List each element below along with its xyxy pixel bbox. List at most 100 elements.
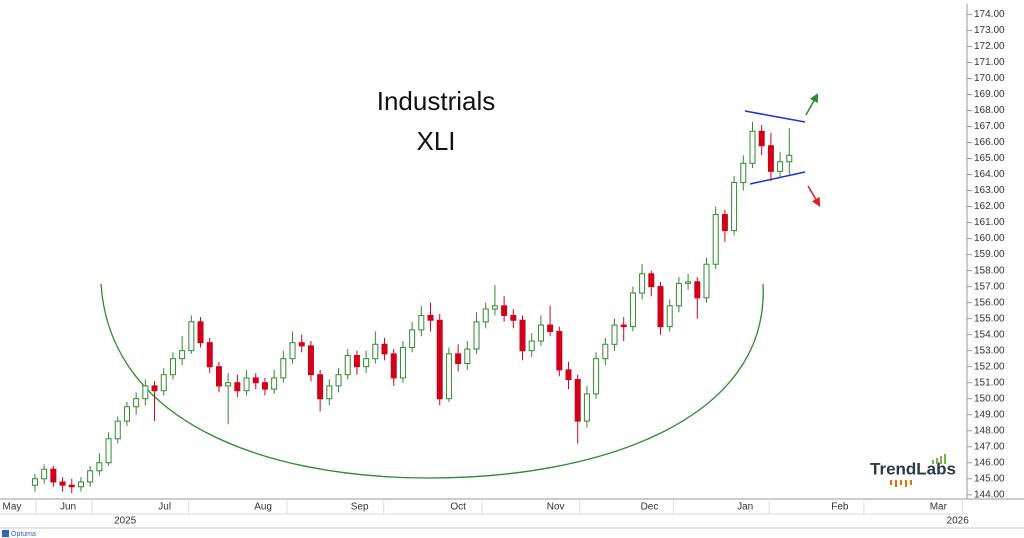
candle-body (758, 130, 765, 147)
year-label: 2026 (947, 516, 970, 527)
x-tick-label: Jun (60, 502, 76, 513)
candle-body (160, 374, 167, 392)
y-tick-label: 145.00 (974, 473, 1005, 484)
x-tick-label: May (3, 502, 22, 513)
candle-body (50, 468, 57, 483)
candle-body (372, 343, 379, 360)
candle-body (694, 281, 701, 299)
candle-body (151, 385, 158, 392)
candle-body (537, 324, 544, 342)
candle-body (666, 305, 673, 328)
candle-body (786, 154, 793, 163)
candle-body (675, 282, 682, 307)
x-tick-label: Oct (450, 502, 466, 513)
y-tick-label: 167.00 (974, 121, 1005, 132)
candle-body (289, 342, 296, 360)
watermark: TrendLabs (870, 459, 956, 478)
y-tick-label: 156.00 (974, 297, 1005, 308)
upper-trendline (744, 110, 806, 123)
candle-body (105, 438, 112, 464)
candle-body (528, 340, 535, 352)
candle-body (335, 374, 342, 387)
chart-title: Industrials (377, 86, 496, 116)
candle-body (280, 358, 287, 379)
y-tick-label: 163.00 (974, 185, 1005, 196)
breakout-arrow (805, 93, 819, 116)
candle-body (648, 273, 655, 288)
candle-body (427, 314, 434, 321)
candle-body (399, 346, 406, 379)
candle-body (68, 484, 75, 488)
candle-body (620, 324, 627, 328)
candle-body (390, 353, 397, 379)
y-tick-label: 144.00 (974, 489, 1005, 500)
y-tick-label: 154.00 (974, 329, 1005, 340)
candle-body (142, 385, 149, 400)
candle-body (629, 292, 636, 328)
candle-body (749, 130, 756, 164)
candle-body (96, 462, 103, 472)
chart-subtitle: XLI (416, 126, 455, 156)
x-tick-label: Mar (930, 502, 948, 513)
y-tick-label: 166.00 (974, 137, 1005, 148)
y-tick-label: 162.00 (974, 201, 1005, 212)
candle-body (455, 353, 462, 364)
candle-body (77, 481, 84, 488)
candle-body (326, 385, 333, 400)
candle-body (767, 145, 774, 172)
candle-body (436, 319, 443, 400)
candle-body (602, 343, 609, 360)
candle-body (491, 305, 498, 310)
y-tick-label: 158.00 (974, 265, 1005, 276)
candle-body (234, 382, 241, 392)
y-tick-label: 149.00 (974, 409, 1005, 420)
logo-bars (890, 454, 946, 487)
candle-body (225, 382, 232, 387)
candle-body (188, 321, 195, 352)
candle-body (639, 273, 646, 294)
candle-body (473, 321, 480, 350)
source: Optuma (11, 531, 36, 538)
candle-body (317, 374, 324, 400)
candle-body (777, 161, 784, 172)
candle-body (133, 398, 140, 408)
y-tick-label: 164.00 (974, 169, 1005, 180)
candle-body (593, 358, 600, 395)
candle-body (41, 468, 48, 480)
candle-body (197, 321, 204, 344)
y-tick-label: 147.00 (974, 441, 1005, 452)
candle-body (409, 329, 416, 348)
y-tick-label: 148.00 (974, 425, 1005, 436)
candle-body (206, 342, 213, 368)
y-tick-label: 165.00 (974, 153, 1005, 164)
candle-body (501, 305, 508, 316)
y-tick-label: 161.00 (974, 217, 1005, 228)
y-tick-label: 168.00 (974, 105, 1005, 116)
y-tick-label: 155.00 (974, 313, 1005, 324)
y-tick-label: 174.00 (974, 9, 1005, 20)
candle-body (363, 358, 370, 368)
candle-body (307, 345, 314, 376)
x-tick-label: Jul (158, 502, 171, 513)
candle-body (721, 214, 728, 232)
candle-body (611, 324, 618, 345)
candle-body (114, 420, 121, 440)
candle-body (556, 330, 563, 371)
y-tick-label: 151.00 (974, 377, 1005, 388)
lower-trendline (749, 171, 806, 185)
y-tick-label: 160.00 (974, 233, 1005, 244)
candle-body (298, 342, 305, 347)
x-tick-label: Sep (351, 502, 369, 513)
candle-body (344, 354, 351, 376)
y-tick-label: 169.00 (974, 89, 1005, 100)
candle-body (731, 182, 738, 232)
source-icon (2, 530, 9, 537)
candle-body (547, 324, 554, 332)
breakdown-arrow (807, 185, 821, 207)
candle-body (31, 478, 38, 486)
candle-body (445, 353, 452, 400)
candle-body (703, 263, 710, 299)
y-tick-label: 173.00 (974, 25, 1005, 36)
